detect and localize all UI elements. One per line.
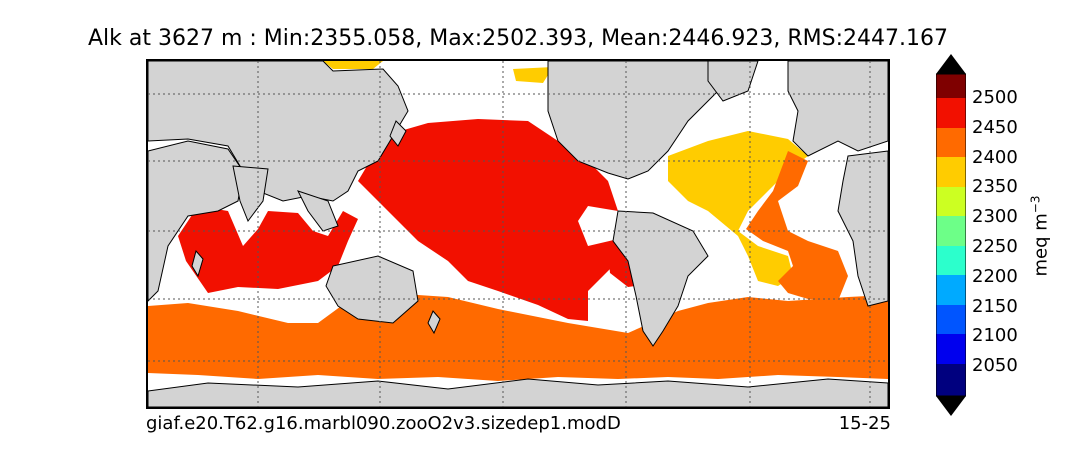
new-zealand (427, 310, 441, 335)
colorbar-tick-label: 2350 (972, 176, 1018, 198)
pacific-ocean-red (358, 119, 628, 321)
arctic-yellow (323, 61, 383, 69)
colorbar-tick-label: 2050 (972, 355, 1018, 377)
colorbar (936, 54, 966, 416)
colorbar-extend-max (936, 54, 966, 74)
world-map (148, 61, 888, 407)
colorbar-segment (936, 334, 966, 364)
colorbar-label: meq m−3 (1028, 195, 1052, 277)
colorbar-segment (936, 275, 966, 305)
colorbar-tick-label: 2250 (972, 236, 1018, 257)
colorbar-extend-min (936, 396, 966, 416)
madagascar (191, 249, 204, 278)
colorbar-segment (936, 157, 966, 187)
colorbar-segment (936, 187, 966, 216)
years-label: 15-25 (838, 413, 891, 434)
europe (787, 61, 888, 157)
colorbar-tick-label: 2150 (972, 295, 1018, 317)
indian-ocean-red (178, 206, 358, 293)
north-atlantic-yellow (668, 131, 808, 286)
australia (325, 255, 419, 324)
southeast-asia (297, 190, 339, 232)
india (232, 165, 269, 223)
plot-title: Alk at 3627 m : Min:2355.058, Max:2502.3… (88, 26, 948, 51)
colorbar-tick-label: 2300 (972, 206, 1018, 228)
colorbar-segment (936, 246, 966, 275)
colorbar-segment (936, 98, 966, 128)
japan (389, 120, 407, 147)
east-atlantic-orange (746, 151, 848, 301)
eurasia (148, 61, 409, 202)
map-panel (146, 59, 890, 409)
arctic-yellow-2 (513, 67, 553, 83)
southern-ocean-band (148, 293, 888, 381)
africa (148, 140, 244, 302)
colorbar-segment (936, 74, 966, 98)
gridlines (148, 61, 888, 407)
africa-east (837, 150, 888, 307)
colorbar-tick-label: 2100 (972, 325, 1018, 347)
case-name-label: giaf.e20.T62.g16.marbl090.zooO2v3.sizede… (146, 413, 621, 434)
colorbar-tick-label: 2500 (972, 87, 1018, 108)
land-masses (148, 61, 888, 407)
colorbar-segment (936, 216, 966, 246)
colorbar-segment (936, 305, 966, 334)
antarctica (148, 378, 888, 407)
colorbar-tick-label: 2400 (972, 146, 1018, 168)
colorbar-tick-label: 2450 (972, 116, 1018, 138)
colorbar-tick-label: 2200 (972, 265, 1018, 287)
colorbar-segment (936, 364, 966, 396)
colorbar-segment (936, 128, 966, 157)
greenland (707, 61, 759, 102)
